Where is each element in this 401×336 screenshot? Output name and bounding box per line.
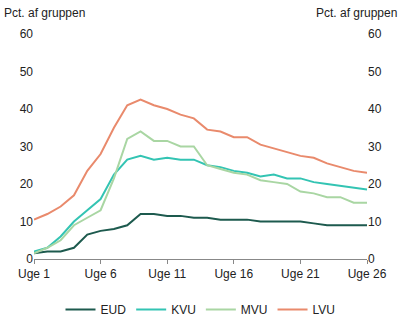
svg-text:Pct. af gruppen: Pct. af gruppen xyxy=(316,6,397,20)
svg-text:Uge 1: Uge 1 xyxy=(18,267,50,281)
svg-text:Uge 16: Uge 16 xyxy=(214,267,253,281)
svg-text:50: 50 xyxy=(20,65,34,79)
svg-text:10: 10 xyxy=(368,215,382,229)
svg-text:50: 50 xyxy=(368,65,382,79)
svg-text:EUD: EUD xyxy=(101,303,127,317)
svg-text:40: 40 xyxy=(20,102,34,116)
svg-text:LVU: LVU xyxy=(313,303,335,317)
svg-text:Uge 6: Uge 6 xyxy=(85,267,117,281)
svg-text:30: 30 xyxy=(20,140,34,154)
svg-text:10: 10 xyxy=(20,215,34,229)
svg-text:0: 0 xyxy=(26,252,33,266)
svg-text:60: 60 xyxy=(20,27,34,41)
svg-text:Uge 26: Uge 26 xyxy=(348,267,387,281)
svg-text:MVU: MVU xyxy=(241,303,268,317)
svg-text:30: 30 xyxy=(368,140,382,154)
svg-text:40: 40 xyxy=(368,102,382,116)
svg-text:60: 60 xyxy=(368,27,382,41)
svg-text:20: 20 xyxy=(368,177,382,191)
svg-text:Pct. af gruppen: Pct. af gruppen xyxy=(4,6,85,20)
svg-text:20: 20 xyxy=(20,177,34,191)
svg-text:Uge 21: Uge 21 xyxy=(281,267,320,281)
svg-text:Uge 11: Uge 11 xyxy=(148,267,186,281)
svg-text:KVU: KVU xyxy=(171,303,196,317)
svg-text:0: 0 xyxy=(368,252,375,266)
